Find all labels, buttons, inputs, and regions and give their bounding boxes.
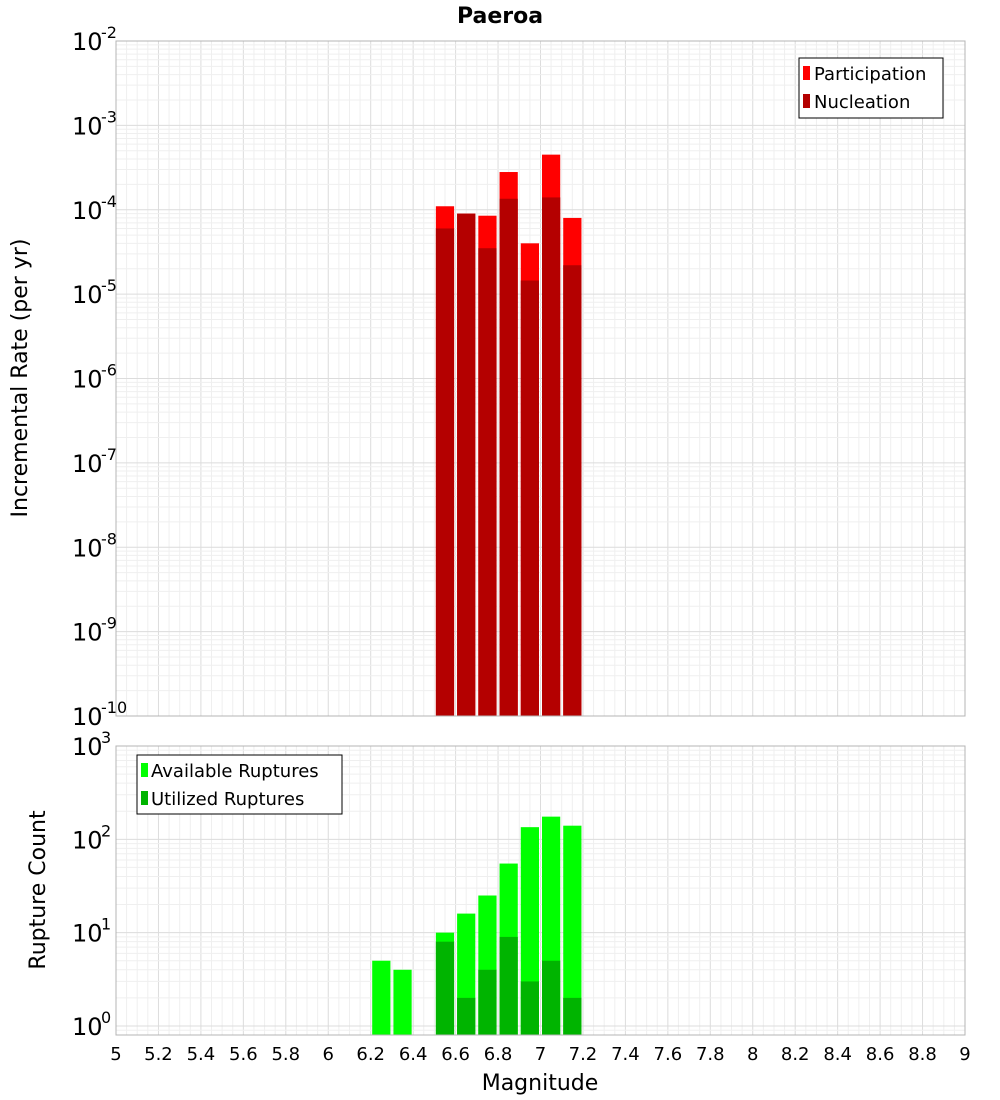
x-tick-label: 7.4 (611, 1044, 640, 1065)
y-tick-exponent: -5 (101, 276, 117, 295)
y-tick-exponent: 3 (101, 728, 111, 747)
bar-nucleation (520, 280, 539, 716)
y-tick-exponent: 2 (101, 821, 111, 840)
bar-utilized-ruptures (457, 997, 476, 1035)
y-tick-exponent: -9 (101, 614, 117, 633)
bottom-legend: Available Ruptures Utilized Ruptures (136, 754, 343, 815)
y-tick-exponent: -6 (101, 361, 117, 380)
bar-utilized-ruptures (520, 981, 539, 1035)
y-tick-label: 10 (72, 197, 103, 225)
top-plot-border (115, 40, 966, 717)
y-tick-label: 10 (72, 733, 103, 761)
y-tick-label: 10 (72, 826, 103, 854)
bottom-plot-border (115, 745, 966, 1036)
y-tick-label: 10 (72, 281, 103, 309)
top-bars (435, 154, 582, 717)
legend-label-participation: Participation (814, 64, 926, 85)
y-tick-label: 10 (72, 366, 103, 394)
bar-utilized-ruptures (563, 997, 582, 1035)
x-tick-label: 5.2 (144, 1044, 173, 1065)
x-tick-label: 7.2 (569, 1044, 598, 1065)
y-tick-label: 10 (72, 703, 103, 731)
top-grid (115, 40, 966, 717)
bar-nucleation (542, 197, 561, 717)
x-tick-label: 6 (323, 1044, 334, 1065)
bar-utilized-ruptures (542, 960, 561, 1035)
y-tick-exponent: -3 (101, 107, 117, 126)
bar-available-ruptures (372, 960, 391, 1035)
x-tick-label: 5.6 (229, 1044, 258, 1065)
bar-available-ruptures (393, 969, 412, 1035)
x-tick-label: 8.2 (781, 1044, 810, 1065)
x-tick-label: 7 (535, 1044, 546, 1065)
bottom-legend-box (136, 754, 343, 815)
x-tick-label: 5 (110, 1044, 121, 1065)
legend-label-nucleation: Nucleation (814, 92, 910, 113)
top-y-axis-label: Incremental Rate (per yr) (8, 239, 33, 518)
bar-nucleation (435, 228, 455, 716)
y-tick-exponent: -7 (101, 445, 117, 464)
legend-swatch-available-ruptures (141, 763, 148, 777)
x-tick-label: 6.4 (399, 1044, 428, 1065)
top-legend: Participation Nucleation (798, 57, 944, 119)
y-tick-label: 10 (72, 112, 103, 140)
y-tick-exponent: -8 (101, 529, 117, 548)
legend-label-available-ruptures: Available Ruptures (151, 761, 319, 782)
bar-available-ruptures (563, 825, 582, 1035)
x-tick-label: 6.8 (484, 1044, 513, 1065)
y-tick-exponent: 0 (101, 1008, 111, 1027)
x-tick-label: 7.8 (696, 1044, 725, 1065)
top-plot: 10-210-310-410-510-610-710-810-910-10 In… (8, 23, 966, 731)
bottom-bars (372, 816, 582, 1035)
x-ticks: 5 5.2 5.4 5.6 5.8 6 6.2 6.4 6.6 6.8 7 7.2 7.4 7.6 7.8 8… (110, 1044, 970, 1065)
bar-utilized-ruptures (435, 941, 455, 1035)
x-tick-label: 9 (959, 1044, 970, 1065)
x-tick-label: 6.6 (441, 1044, 470, 1065)
chart-title: Paeroa (457, 4, 543, 29)
x-tick-label: 8.4 (823, 1044, 852, 1065)
bar-utilized-ruptures (499, 936, 518, 1035)
y-tick-exponent: 1 (101, 915, 111, 934)
x-tick-label: 7.6 (654, 1044, 683, 1065)
bar-nucleation (499, 198, 518, 717)
bar-nucleation (563, 265, 582, 716)
bottom-y-axis-label: Rupture Count (26, 810, 51, 970)
x-tick-label: 8 (747, 1044, 758, 1065)
bar-utilized-ruptures (478, 969, 497, 1035)
y-tick-exponent: -4 (101, 192, 117, 211)
legend-swatch-participation (803, 66, 810, 80)
y-tick-label: 10 (72, 534, 103, 562)
y-tick-exponent: -10 (101, 698, 127, 717)
top-legend-box (798, 57, 944, 119)
x-tick-label: 5.4 (187, 1044, 216, 1065)
y-tick-exponent: -2 (101, 23, 117, 42)
x-tick-label: 8.8 (908, 1044, 937, 1065)
bar-nucleation (457, 213, 476, 717)
y-tick-label: 10 (72, 1013, 103, 1041)
y-tick-label: 10 (72, 450, 103, 478)
bar-nucleation (478, 248, 497, 717)
top-y-ticks: 10-210-310-410-510-610-710-810-910-10 (72, 23, 127, 731)
x-tick-label: 8.6 (866, 1044, 895, 1065)
x-tick-label: 5.8 (271, 1044, 300, 1065)
y-tick-label: 10 (72, 920, 103, 948)
x-axis-label: Magnitude (482, 1071, 599, 1096)
x-tick-label: 6.2 (356, 1044, 385, 1065)
y-tick-label: 10 (72, 619, 103, 647)
legend-swatch-nucleation (803, 94, 810, 108)
legend-swatch-utilized-ruptures (141, 791, 148, 805)
y-tick-label: 10 (72, 28, 103, 56)
legend-label-utilized-ruptures: Utilized Ruptures (151, 789, 304, 810)
